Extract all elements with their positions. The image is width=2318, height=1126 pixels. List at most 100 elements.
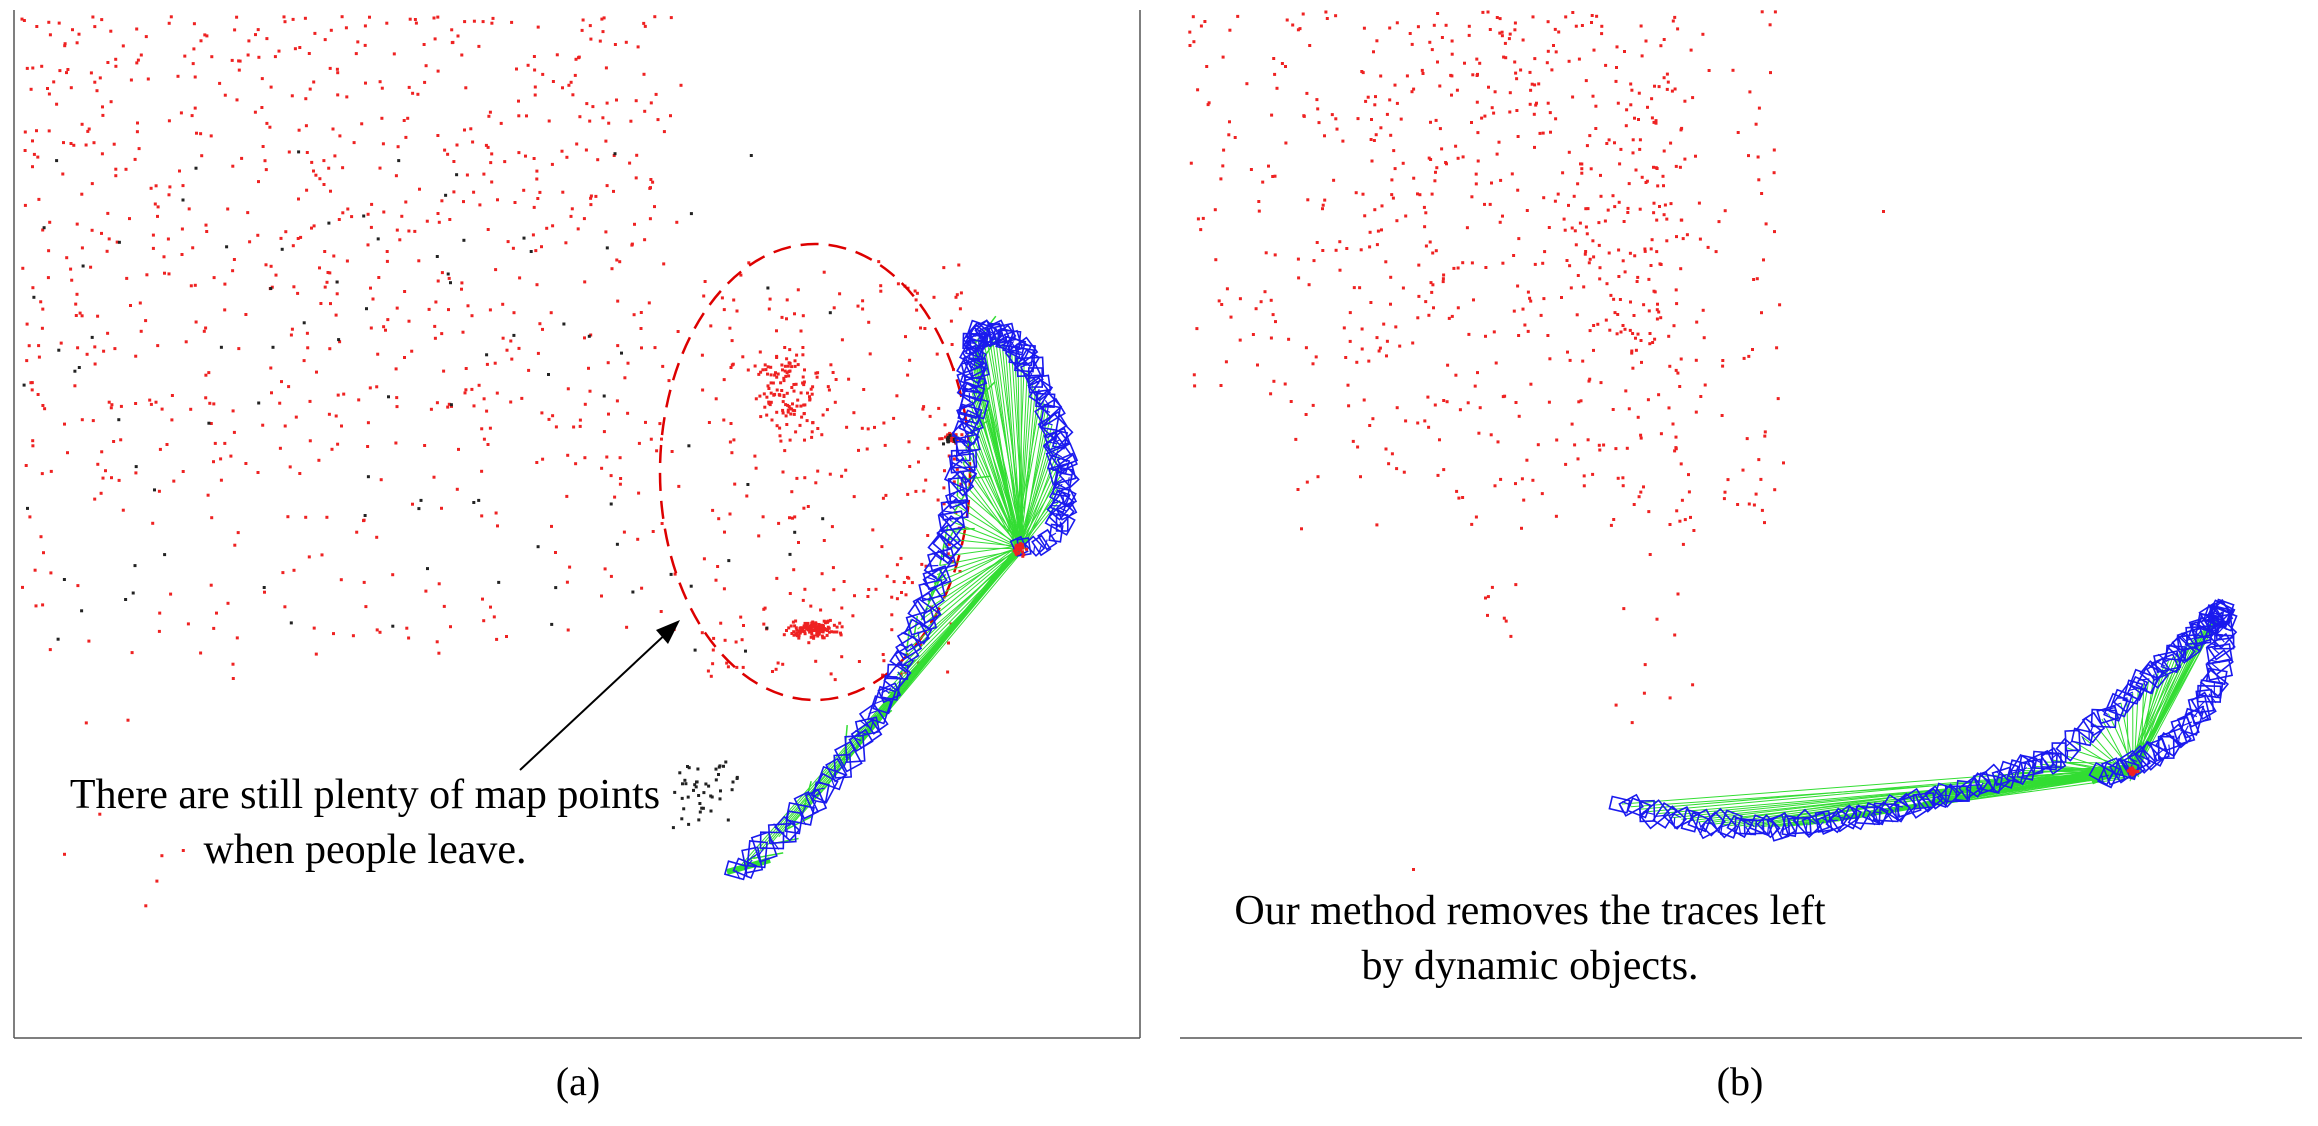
map-point (151, 521, 155, 525)
map-point (1434, 170, 1437, 174)
keyframe (2127, 744, 2157, 774)
map-point (615, 258, 619, 262)
dynamic-point (727, 559, 731, 563)
map-point (829, 363, 833, 367)
dynamic-point (587, 334, 591, 338)
keyframe-edge (1030, 391, 1041, 394)
map-point (815, 375, 819, 379)
map-point (296, 237, 300, 240)
map-point (325, 515, 329, 519)
map-point (1445, 400, 1449, 404)
keyframe (936, 514, 965, 545)
map-point (810, 632, 814, 636)
map-point (345, 259, 349, 263)
map-point (1622, 607, 1626, 611)
map-point (1555, 438, 1559, 442)
keyframe (850, 719, 883, 750)
map-point (1362, 26, 1366, 30)
map-point (1373, 208, 1377, 212)
map-point (794, 430, 798, 434)
map-point (1214, 258, 1218, 262)
map-point (1636, 275, 1640, 279)
map-point (315, 370, 318, 374)
map-point (1300, 527, 1303, 531)
map-point (1679, 462, 1683, 466)
map-point (1768, 23, 1772, 27)
map-point (1576, 457, 1580, 461)
map-point (1662, 38, 1666, 41)
map-point (256, 233, 260, 237)
map-point (936, 498, 940, 502)
keyframe-edge (1977, 782, 1984, 792)
map-point (702, 557, 706, 561)
map-point (952, 457, 956, 461)
map-point (1433, 403, 1437, 407)
panel-b-annotation: Our method removes the traces left by dy… (1200, 884, 1860, 993)
map-point (1621, 259, 1625, 263)
map-point (770, 418, 774, 422)
map-point (1585, 232, 1589, 236)
map-point (1467, 332, 1471, 336)
panel-a-dynamic-points (22, 150, 960, 830)
map-point (169, 592, 173, 596)
dynamic-point (262, 586, 266, 589)
map-point (950, 343, 954, 346)
map-point (184, 340, 188, 344)
map-point (1316, 107, 1320, 111)
map-point (1217, 299, 1221, 303)
map-point (926, 446, 930, 450)
map-point (1499, 477, 1503, 481)
map-point (1410, 42, 1414, 46)
map-point (1570, 226, 1574, 230)
keyframe-edge (953, 454, 963, 464)
keyframe (773, 815, 801, 842)
map-point (816, 469, 820, 473)
map-point (149, 402, 153, 406)
map-point (48, 648, 52, 652)
map-point (861, 307, 865, 311)
map-point (648, 217, 652, 221)
map-point (260, 106, 264, 109)
map-point (1668, 364, 1672, 368)
map-point (114, 174, 118, 178)
map-point (1762, 258, 1765, 262)
map-point (1702, 336, 1706, 340)
map-point (832, 588, 836, 592)
map-point (1717, 220, 1721, 224)
map-point (1430, 48, 1434, 52)
map-point (1412, 87, 1416, 91)
map-point (411, 91, 415, 95)
map-point (1614, 79, 1618, 83)
map-point (1528, 102, 1532, 106)
map-point (107, 400, 111, 404)
map-point (1676, 27, 1680, 31)
dynamic-point (497, 580, 501, 584)
map-point (486, 145, 490, 149)
map-point (795, 631, 799, 635)
map-point (1598, 277, 1602, 281)
keyframe-edge (926, 576, 936, 581)
map-point (1498, 17, 1502, 21)
map-point (41, 603, 45, 607)
map-point (25, 66, 29, 70)
map-point (873, 425, 876, 429)
map-point (700, 631, 704, 635)
map-point (1465, 226, 1469, 230)
map-point (789, 412, 793, 416)
map-point (460, 53, 464, 57)
dynamic-point (947, 439, 950, 443)
map-point (395, 228, 399, 232)
map-point (203, 33, 207, 37)
map-point (867, 320, 871, 324)
map-point (460, 287, 463, 291)
map-point (58, 69, 62, 73)
map-point (1520, 477, 1524, 481)
map-point (84, 143, 88, 147)
map-point (167, 272, 171, 276)
map-point (283, 605, 287, 609)
map-point (809, 604, 813, 608)
map-point (1395, 21, 1399, 25)
map-point (1355, 360, 1359, 364)
keyframe (817, 765, 846, 791)
map-point (1572, 194, 1576, 198)
